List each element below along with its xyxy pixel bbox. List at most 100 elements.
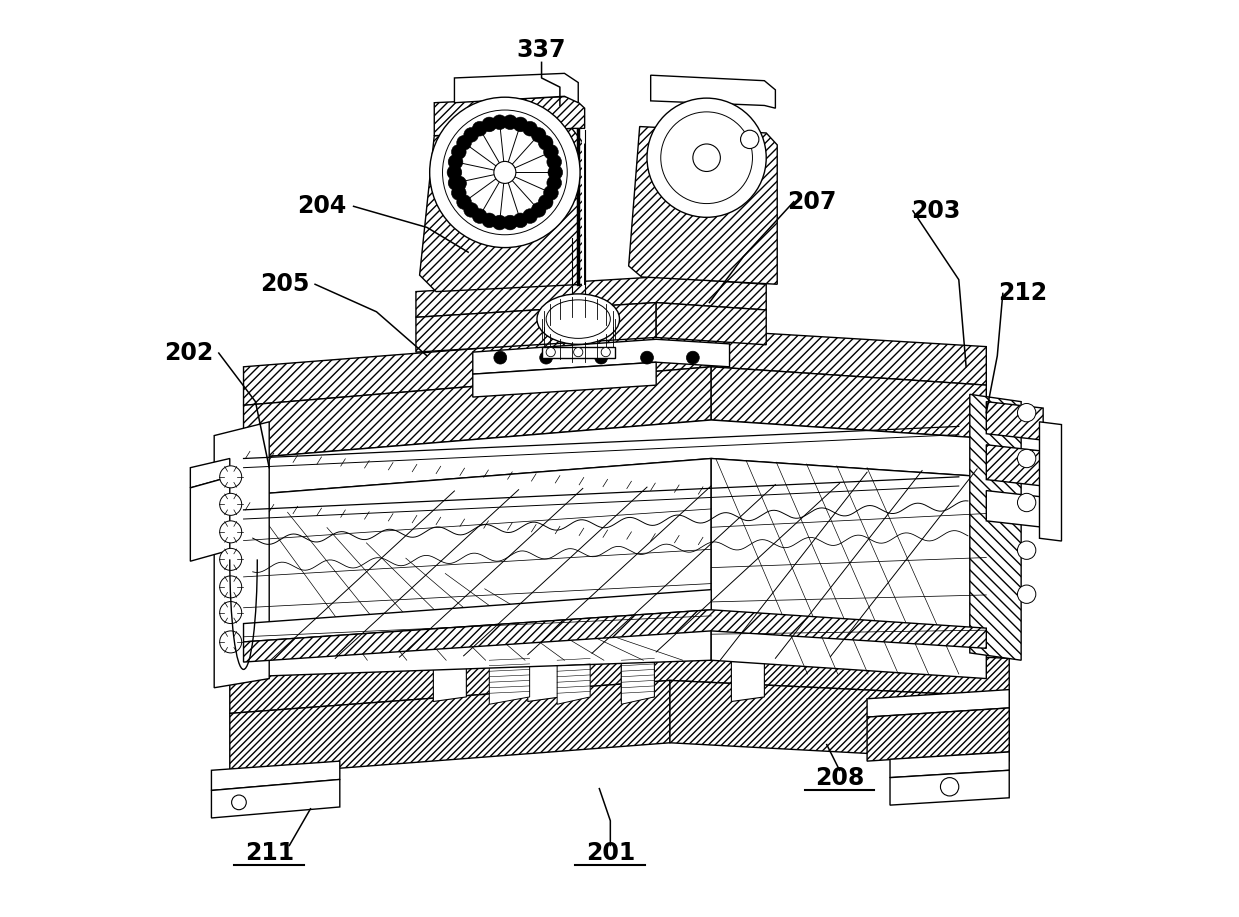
Polygon shape — [670, 680, 1010, 761]
Text: 203: 203 — [911, 199, 960, 223]
Polygon shape — [558, 653, 590, 704]
Circle shape — [574, 348, 582, 357]
Circle shape — [232, 795, 247, 810]
Circle shape — [472, 121, 487, 136]
Text: 202: 202 — [164, 341, 213, 365]
Circle shape — [482, 213, 497, 227]
Circle shape — [219, 493, 242, 515]
Polygon shape — [650, 75, 776, 108]
Circle shape — [503, 215, 518, 230]
Circle shape — [219, 631, 242, 653]
Circle shape — [523, 209, 538, 224]
Circle shape — [538, 194, 553, 209]
Circle shape — [686, 351, 699, 364]
Circle shape — [451, 185, 466, 200]
Circle shape — [430, 97, 580, 248]
Polygon shape — [528, 656, 561, 702]
Circle shape — [463, 127, 478, 142]
Polygon shape — [214, 422, 269, 688]
Polygon shape — [867, 690, 1010, 717]
Circle shape — [219, 602, 242, 624]
Polygon shape — [890, 752, 1010, 778]
Polygon shape — [986, 402, 1043, 440]
Polygon shape — [244, 590, 711, 642]
Circle shape — [1017, 541, 1036, 559]
Circle shape — [523, 121, 538, 136]
Polygon shape — [212, 779, 339, 818]
Polygon shape — [191, 458, 229, 488]
Circle shape — [546, 348, 555, 357]
Polygon shape — [244, 458, 711, 677]
Polygon shape — [434, 96, 585, 136]
Circle shape — [532, 203, 546, 217]
Circle shape — [503, 115, 518, 129]
Circle shape — [219, 466, 242, 488]
Circle shape — [457, 136, 471, 150]
Polygon shape — [229, 680, 670, 777]
Circle shape — [463, 203, 478, 217]
Polygon shape — [867, 708, 1010, 761]
Polygon shape — [621, 653, 654, 704]
Circle shape — [492, 215, 507, 230]
Circle shape — [447, 165, 462, 180]
Polygon shape — [970, 394, 1021, 660]
Circle shape — [449, 155, 463, 170]
Circle shape — [513, 117, 528, 132]
Circle shape — [741, 130, 758, 149]
Polygon shape — [986, 445, 1043, 486]
Circle shape — [513, 213, 528, 227]
Polygon shape — [890, 770, 1010, 805]
Circle shape — [544, 145, 559, 160]
Polygon shape — [244, 610, 986, 662]
Polygon shape — [711, 367, 986, 438]
Circle shape — [641, 351, 653, 364]
Circle shape — [532, 127, 546, 142]
Circle shape — [1017, 449, 1036, 468]
Circle shape — [1017, 403, 1036, 422]
Polygon shape — [986, 491, 1043, 527]
Circle shape — [1017, 585, 1036, 603]
Polygon shape — [455, 73, 579, 103]
Text: 212: 212 — [999, 282, 1047, 305]
Circle shape — [219, 521, 242, 543]
Circle shape — [546, 175, 561, 190]
Text: 207: 207 — [787, 190, 836, 214]
Text: 201: 201 — [586, 841, 634, 865]
Circle shape — [494, 351, 507, 364]
Polygon shape — [434, 656, 466, 702]
Polygon shape — [244, 330, 986, 405]
Polygon shape — [541, 347, 615, 358]
Circle shape — [472, 209, 487, 224]
Polygon shape — [420, 128, 585, 292]
Circle shape — [595, 351, 607, 364]
Polygon shape — [731, 656, 764, 702]
Circle shape — [540, 351, 553, 364]
Circle shape — [544, 185, 559, 200]
Circle shape — [548, 165, 563, 180]
Circle shape — [492, 115, 507, 129]
Text: 211: 211 — [244, 841, 294, 865]
Polygon shape — [1040, 422, 1062, 541]
Polygon shape — [473, 362, 657, 397]
Circle shape — [482, 117, 497, 132]
Polygon shape — [657, 303, 766, 345]
Circle shape — [452, 176, 466, 191]
Text: 205: 205 — [260, 272, 310, 296]
Text: 337: 337 — [517, 39, 566, 62]
Circle shape — [442, 110, 567, 235]
Polygon shape — [212, 761, 339, 790]
Circle shape — [546, 155, 561, 170]
Polygon shape — [416, 303, 657, 352]
Circle shape — [538, 136, 553, 150]
Polygon shape — [244, 367, 711, 458]
Polygon shape — [191, 477, 229, 561]
Circle shape — [601, 348, 611, 357]
Polygon shape — [621, 656, 654, 702]
Text: 204: 204 — [297, 194, 346, 218]
Ellipse shape — [647, 98, 766, 217]
Polygon shape — [473, 339, 730, 374]
Circle shape — [451, 145, 466, 160]
Polygon shape — [229, 642, 1010, 713]
Text: 208: 208 — [815, 766, 865, 790]
Polygon shape — [628, 127, 777, 284]
